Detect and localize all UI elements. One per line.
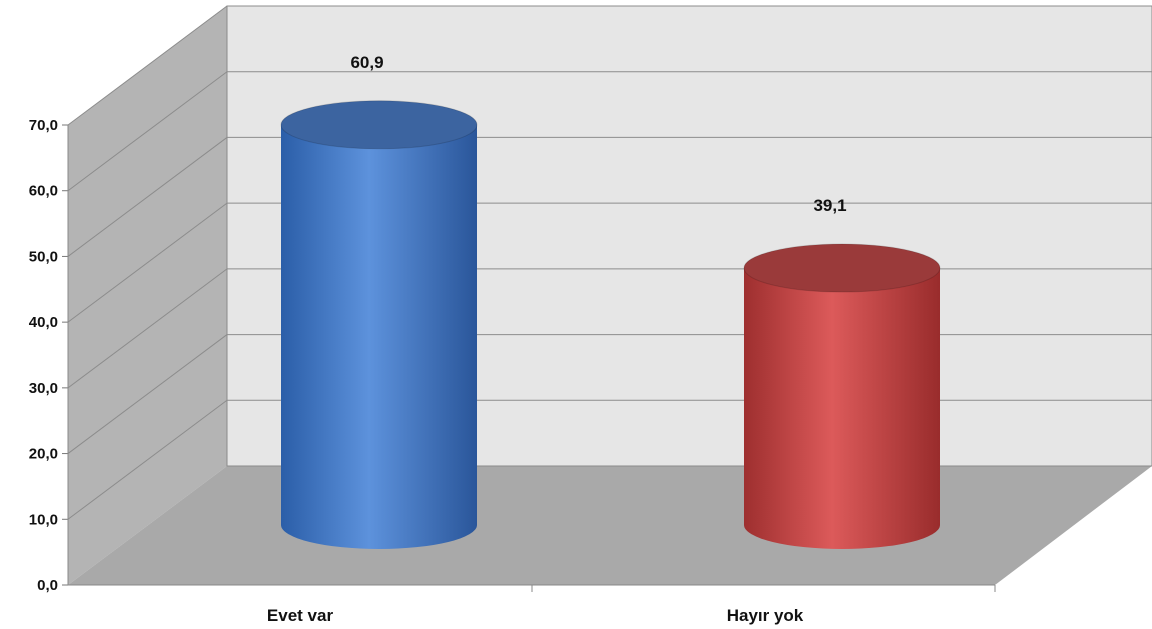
bar-top — [743, 243, 941, 293]
data-label: 39,1 — [813, 196, 846, 215]
gridline-left-wall — [67, 268, 228, 389]
gridline-left-wall — [67, 202, 228, 323]
gridline-left-wall — [67, 5, 228, 126]
y-tick-label: 40,0 — [29, 314, 58, 331]
left-wall — [68, 6, 227, 585]
y-tick-label: 10,0 — [29, 511, 58, 528]
bar-top — [280, 100, 478, 150]
y-tick-label: 50,0 — [29, 248, 58, 265]
gridline-left-wall — [67, 334, 228, 454]
data-label: 60,9 — [350, 53, 383, 72]
gridline-left-wall — [67, 137, 228, 257]
bar — [743, 243, 941, 549]
y-tick-label: 20,0 — [29, 446, 58, 463]
y-tick-label: 60,0 — [29, 183, 58, 200]
gridline-left-wall — [67, 399, 228, 520]
y-tick-label: 70,0 — [29, 117, 58, 134]
category-label: Evet var — [267, 606, 334, 625]
bars — [280, 100, 941, 550]
axes: 0,0 10,0 20,0 30,0 40,0 50,0 60,0 70,0 — [29, 117, 996, 594]
y-tick-label: 30,0 — [29, 380, 58, 397]
category-label: Hayır yok — [727, 606, 804, 625]
y-tick-label: 0,0 — [37, 577, 58, 594]
bar-body — [744, 268, 940, 549]
bar — [280, 100, 478, 550]
gridline-left-wall — [67, 71, 228, 192]
labels: 60,9 Evet var 39,1 Hayır yok — [267, 53, 847, 625]
bar-body — [281, 124, 477, 550]
floor — [68, 466, 1152, 585]
